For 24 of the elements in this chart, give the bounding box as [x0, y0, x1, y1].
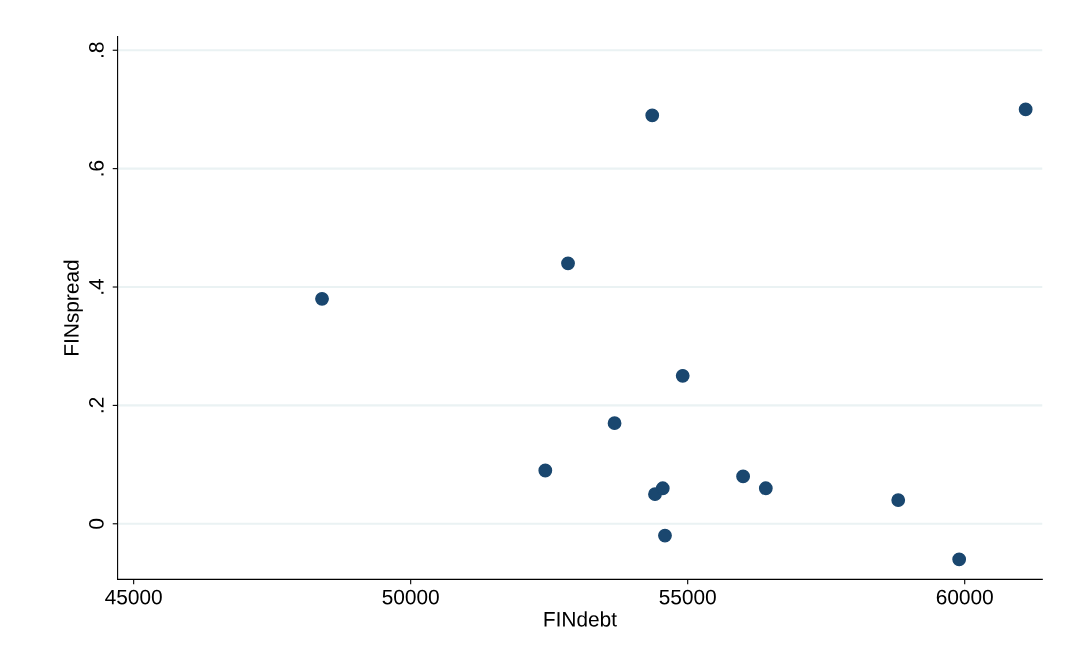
y-tick-label: .2	[89, 397, 104, 413]
x-tick-label: 55000	[659, 589, 716, 605]
x-tick-label: 60000	[936, 589, 993, 605]
point	[538, 463, 553, 478]
x-tick-label: 45000	[105, 589, 162, 605]
point	[655, 481, 670, 496]
point	[607, 416, 622, 431]
y-tick-label: .6	[89, 160, 104, 176]
y-tick-label: 0	[89, 518, 104, 529]
point	[758, 481, 773, 496]
point	[315, 291, 329, 306]
x-tick-label: 50000	[382, 589, 439, 605]
point	[561, 256, 575, 271]
point	[675, 368, 690, 383]
point	[645, 108, 660, 123]
point	[736, 469, 751, 484]
point	[658, 528, 672, 543]
point	[1018, 102, 1033, 117]
y-tick-label: .4	[89, 278, 104, 294]
x-axis-title: FINdebt	[544, 611, 617, 627]
point	[952, 552, 967, 567]
y-axis-title: FINspread	[63, 260, 83, 355]
point	[891, 493, 906, 508]
y-tick-label: .8	[89, 42, 104, 58]
